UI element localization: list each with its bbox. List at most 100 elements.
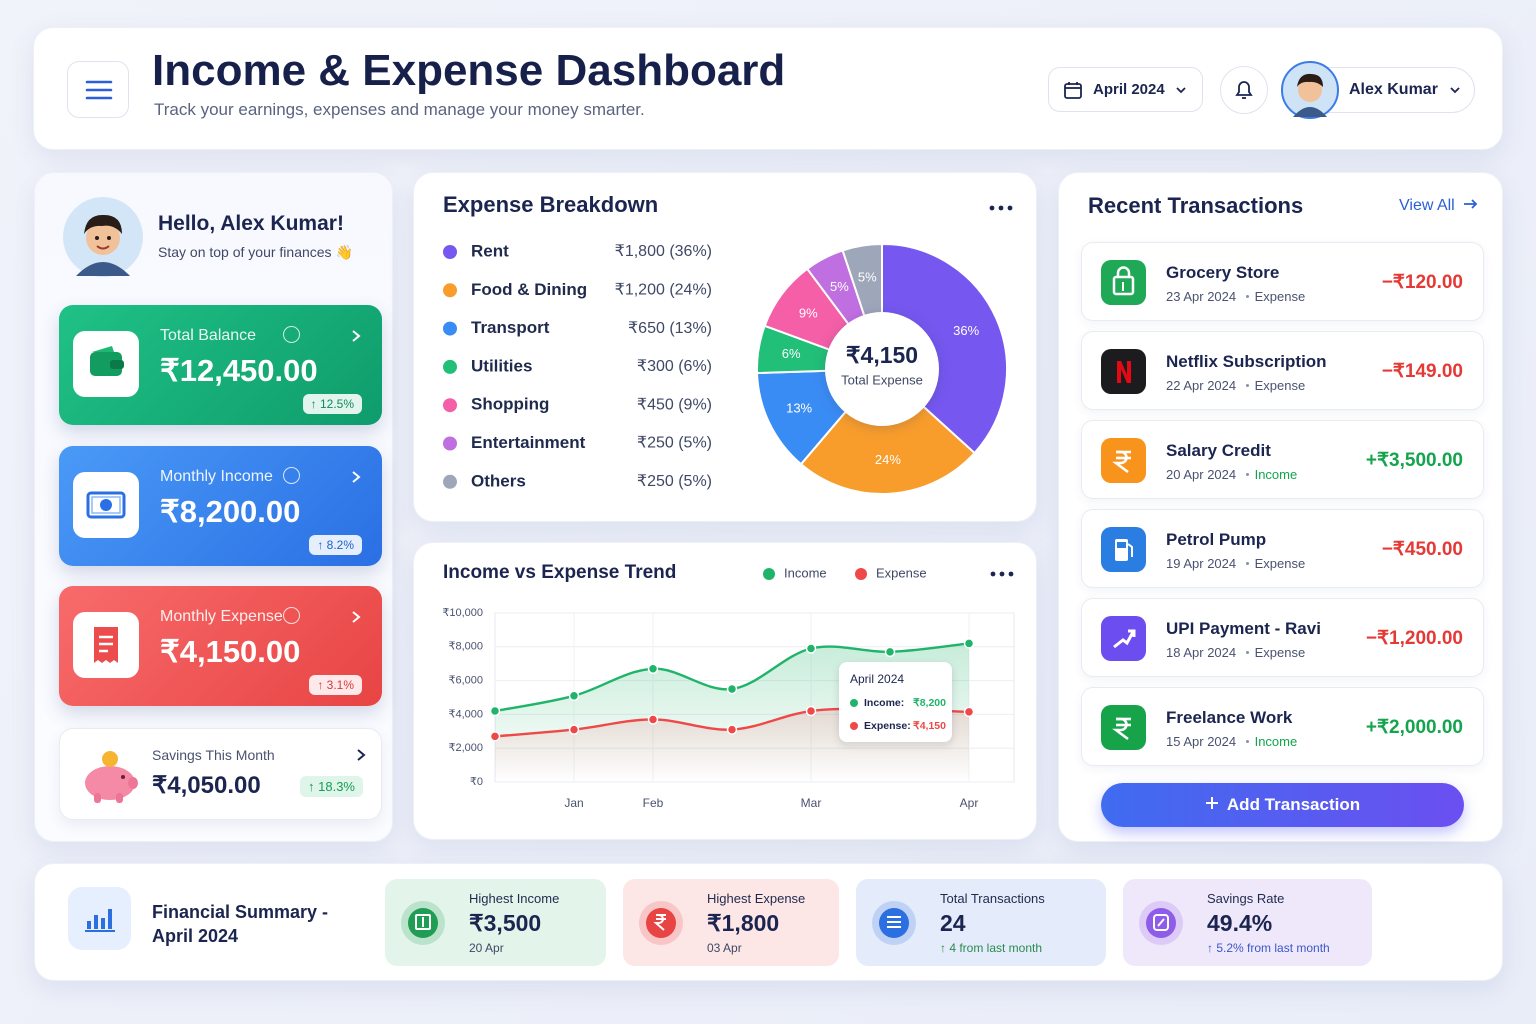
icon-shape [84,214,122,234]
summary-item-sub: ↑ 4 from last month [940,941,1043,955]
transaction-amount: −₹450.00 [1381,539,1463,560]
tooltip-value: ₹8,200 [913,697,946,709]
icon-shape [85,766,135,800]
card-chevron[interactable] [351,610,361,629]
menu-dot [989,205,995,211]
summary-item: Highest Expense ₹1,800 03 Apr [623,879,839,966]
legend-swatch [443,436,457,451]
summary-card[interactable]: Monthly Income ₹8,200.00 ↑ 8.2% [59,445,382,566]
summary-item: Savings Rate 49.4% ↑ 5.2% from last month [1123,879,1372,966]
more-menu[interactable] [990,571,1014,577]
legend-amount: ₹1,200 (24%) [615,282,712,299]
summary-card[interactable]: Total Balance ₹12,450.00 ↑ 12.5% [59,305,382,425]
legend-amount: ₹300 (6%) [637,358,712,375]
transaction-dot [1245,295,1249,298]
icon-shape [1064,83,1082,99]
icon-shape [76,262,130,276]
add-transaction-button[interactable]: Add Transaction [1101,783,1464,827]
icon-shape [128,777,138,789]
summary-item-label: Highest Income [469,891,560,906]
center-label: Total Expense [841,372,923,387]
transaction-row[interactable]: Grocery Store 23 Apr 2024 Expense −₹120.00 [1081,242,1484,321]
icon-shape [357,749,366,761]
trend-chart: Income vs Expense Trend ₹0 ₹2,000 ₹4,000 ₹6,… [442,562,1015,810]
user-menu[interactable]: Alex Kumar [1281,61,1475,119]
transaction-kind: Income [1254,734,1298,749]
icon-shape [352,470,361,483]
chevron-down [1450,87,1460,94]
transaction-icon [1101,705,1146,750]
legend-amount: ₹250 (5%) [637,473,712,490]
card-chevron[interactable] [351,470,361,489]
add-transaction-label: Add Transaction [1226,795,1361,814]
icon-shape [102,751,118,767]
transaction-icon [1101,527,1146,572]
icon-shape [1112,275,1135,296]
summary-item-value: ₹1,800 [707,910,780,936]
transaction-date: 19 Apr 2024 [1166,556,1237,571]
icon-shape [92,346,114,352]
transaction-name: Grocery Store [1166,263,1280,282]
card-icon-graphic [94,627,118,663]
donut-center [825,312,939,426]
chevron-right[interactable] [351,470,361,484]
user-avatar [1281,61,1339,119]
slice-label: 5% [858,270,877,285]
transaction-row[interactable]: UPI Payment - Ravi 18 Apr 2024 Expense −₹1,… [1081,598,1484,677]
info-icon [283,326,300,343]
icon-shape [91,495,121,514]
icon-shape [1464,199,1478,209]
trend-panel: Income vs Expense Trend ₹0 ₹2,000 ₹4,000 ₹6,… [413,542,1037,840]
transaction-row[interactable]: Salary Credit 20 Apr 2024 Income +₹3,500.00 [1081,420,1484,499]
transaction-row[interactable]: Netflix Subscription 22 Apr 2024 Expense −₹… [1081,331,1484,410]
summary-glyph [646,908,676,938]
legend-swatch [443,245,457,259]
greeting-subtitle: Stay on top of your finances 👋 [158,244,353,260]
legend-swatch [443,474,457,489]
x-tick-label: Jan [564,796,583,810]
transaction-row[interactable]: Freelance Work 15 Apr 2024 Income +₹2,000.0… [1081,687,1484,766]
card-chevron[interactable] [356,748,366,767]
icon-shape [108,909,112,929]
period-dropdown[interactable]: April 2024 [1048,67,1203,112]
summary-card[interactable]: Monthly Expense ₹4,150.00 ↑ 3.1% [59,586,382,706]
chevron-right[interactable] [351,610,361,624]
icon-shape [121,775,125,779]
icon-shape [87,909,112,929]
icon-shape [415,914,431,930]
summary-title: Financial Summary - April 2024 [152,902,329,946]
transaction-glyph [1117,361,1131,383]
menu-button[interactable] [67,61,129,118]
more-menu[interactable] [989,205,1013,211]
slice-label: 36% [953,323,979,338]
summary-item-label: Total Transactions [940,891,1045,906]
bell-icon [1235,81,1253,99]
icon-shape [1157,918,1165,927]
savings-label: Savings This Month [152,747,275,763]
notification-button[interactable] [1220,66,1268,114]
icon-shape [90,346,124,376]
icon-shape [1176,87,1186,94]
transaction-icon [1101,438,1146,483]
menu-dot [999,571,1005,577]
series-point [568,724,580,735]
slice-label: 24% [875,452,901,467]
icon-shape [1112,717,1129,741]
icon-shape [101,918,105,929]
icon-shape [96,245,110,250]
savings-card[interactable]: Savings This Month ₹4,050.00 ↑ 18.3% [59,728,382,820]
transaction-row[interactable]: Petrol Pump 19 Apr 2024 Expense −₹450.00 [1081,509,1484,588]
card-chevron[interactable] [351,329,361,348]
summary-item-icon [872,901,916,945]
view-all-label: View All [1399,197,1455,214]
series-point [805,705,817,717]
menu-dot [998,205,1004,211]
card-label: Monthly Income [160,467,273,485]
menu-dot [990,571,996,577]
summary-item-sub: ↑ 5.2% from last month [1207,941,1330,955]
view-all-link[interactable]: View All [1399,197,1479,215]
card-icon-graphic [90,346,124,376]
overview-panel: Hello, Alex Kumar! Stay on top of your f… [34,172,393,842]
chevron-right[interactable] [351,329,361,343]
chevron-right[interactable] [356,748,366,762]
